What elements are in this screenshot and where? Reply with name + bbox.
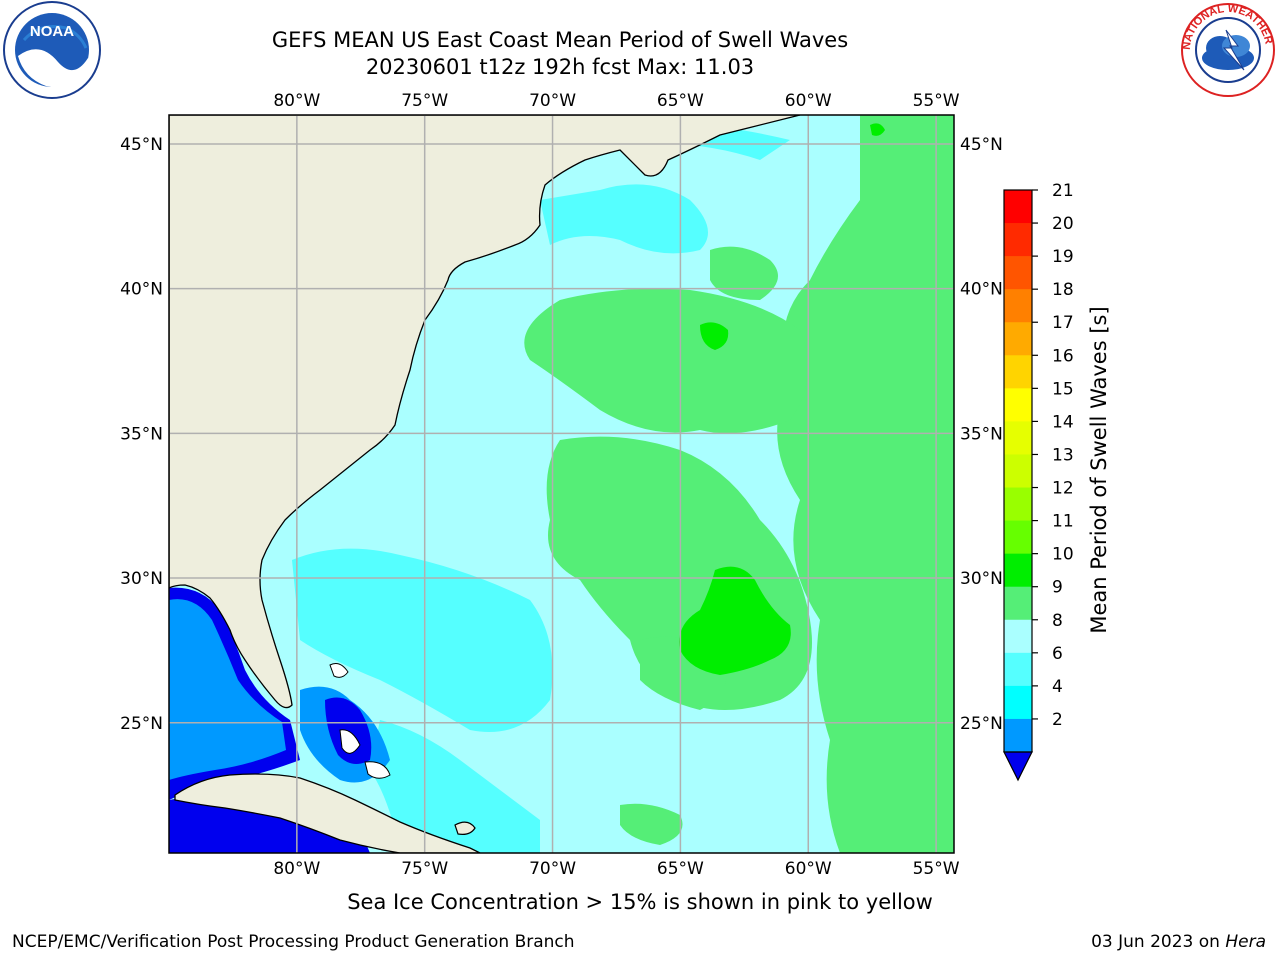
lat-labels-right: 45°N 40°N 35°N 30°N 25°N [960,135,1003,734]
colorbar-tick-label: 12 [1052,479,1074,499]
contour-9-10 [620,803,683,845]
colorbar-swatch [1004,586,1032,621]
colorbar-tick-label: 10 [1052,545,1074,565]
colorbar-swatch [1004,289,1032,323]
land-cuba [174,773,481,853]
lon-label-bottom: 60°W [785,859,832,879]
colorbar-swatch [1004,421,1032,455]
colorbar-swatch [1004,388,1032,422]
colorbar-tick-label: 11 [1052,512,1074,532]
colorbar-tick-label: 19 [1052,247,1074,267]
lat-label-right: 40°N [960,280,1003,300]
contour-9-10 [777,115,954,853]
colorbar-swatch [1004,322,1032,356]
colorbar-tick-label: 15 [1052,379,1074,399]
colorbar-tick-label: 18 [1052,280,1074,300]
colorbar-tick-label: 8 [1052,611,1063,631]
colorbar-swatch [1004,223,1032,257]
lat-labels-left: 45°N 40°N 35°N 30°N 25°N [120,135,163,734]
contour-6-8 [540,184,708,254]
lat-label-left: 30°N [120,569,163,589]
colorbar-outline [1003,189,1033,753]
colorbar-tick-label: 9 [1052,578,1063,598]
lon-labels-top: 80°W 75°W 70°W 65°W 60°W 55°W [273,91,959,111]
contour-10-11 [700,322,729,350]
colorbar-tick-label: 13 [1052,445,1074,465]
map-subtitle: 20230601 t12z 192h fcst Max: 11.03 [365,55,755,79]
contour-6-8 [292,548,553,732]
contour-9-10 [524,288,808,434]
contour-6-8 [540,125,790,190]
colorbar-swatch [1004,685,1032,720]
lon-label-bottom: 80°W [273,859,320,879]
lat-label-left: 40°N [120,280,163,300]
lat-label-right: 45°N [960,135,1003,155]
lon-label-top: 75°W [401,91,448,111]
lon-label-bottom: 75°W [401,859,448,879]
lon-label-top: 60°W [785,91,832,111]
lon-label-bottom: 55°W [913,859,960,879]
contour-10-11 [870,123,885,136]
footer-date-text: 03 Jun 2023 on [1091,932,1226,952]
map-title: GEFS MEAN US East Coast Mean Period of S… [271,28,849,52]
noaa-logo: NOAA [3,1,101,99]
colorbar-swatch [1004,355,1032,389]
colorbar-swatch [1004,718,1032,753]
colorbar-tick-label: 20 [1052,214,1074,234]
land-bahamas [339,729,361,754]
footer-date: 03 Jun 2023 on Hera [1091,932,1266,952]
colorbar-swatch [1004,454,1032,489]
lat-label-left: 35°N [120,424,163,444]
lon-labels-bottom: 80°W 75°W 70°W 65°W 60°W 55°W [273,859,959,879]
colorbar-tick-label: 4 [1052,677,1063,697]
land-bahamas [329,663,349,678]
colorbar-swatch [1004,190,1032,224]
colorbar-tick-label: 17 [1052,313,1074,333]
lon-label-top: 55°W [913,91,960,111]
contour-9-10 [710,246,778,300]
land-bahamas [364,761,391,779]
lon-label-top: 70°W [529,91,576,111]
colorbar-swatch [1004,487,1032,522]
colorbar-swatch [1004,256,1032,290]
colorbar-tick-label: 16 [1052,346,1074,366]
colorbar-swatch [1004,652,1032,687]
lat-label-right: 30°N [960,569,1003,589]
colorbar-swatch [1004,619,1032,654]
colorbar-under-triangle [1003,751,1033,782]
contour-6-8 [370,720,540,853]
svg-text:NOAA: NOAA [30,23,74,40]
contour-2-4 [169,599,286,780]
colorbar-tick-label: 2 [1052,710,1063,730]
footer-branch: NCEP/EMC/Verification Post Processing Pr… [12,932,575,952]
nws-logo: NATIONAL WEATHER SERVICE [1176,0,1275,97]
lon-label-bottom: 70°W [529,859,576,879]
colorbar-tick-label: 21 [1052,181,1074,201]
land-hispaniola [454,821,476,835]
colorbar-tick-label: 14 [1052,412,1074,432]
lon-label-top: 80°W [273,91,320,111]
lat-label-right: 35°N [960,424,1003,444]
colorbar-swatch [1004,520,1032,555]
colorbar-swatch [1004,553,1032,588]
footer-host: Hera [1225,932,1266,952]
contour-10-11 [679,566,791,675]
colorbar-label: Mean Period of Swell Waves [s] [1087,306,1111,633]
colorbar-tick-label: 6 [1052,644,1063,664]
lon-label-top: 65°W [657,91,704,111]
lat-label-left: 25°N [120,714,163,734]
sea-ice-note: Sea Ice Concentration > 15% is shown in … [347,890,933,914]
lon-label-bottom: 65°W [657,859,704,879]
map-gridlines [169,115,954,853]
lat-label-right: 25°N [960,714,1003,734]
map-frame [168,114,955,854]
contour-under-2 [169,795,370,853]
land-north-america [169,115,801,709]
lat-label-left: 45°N [120,135,163,155]
